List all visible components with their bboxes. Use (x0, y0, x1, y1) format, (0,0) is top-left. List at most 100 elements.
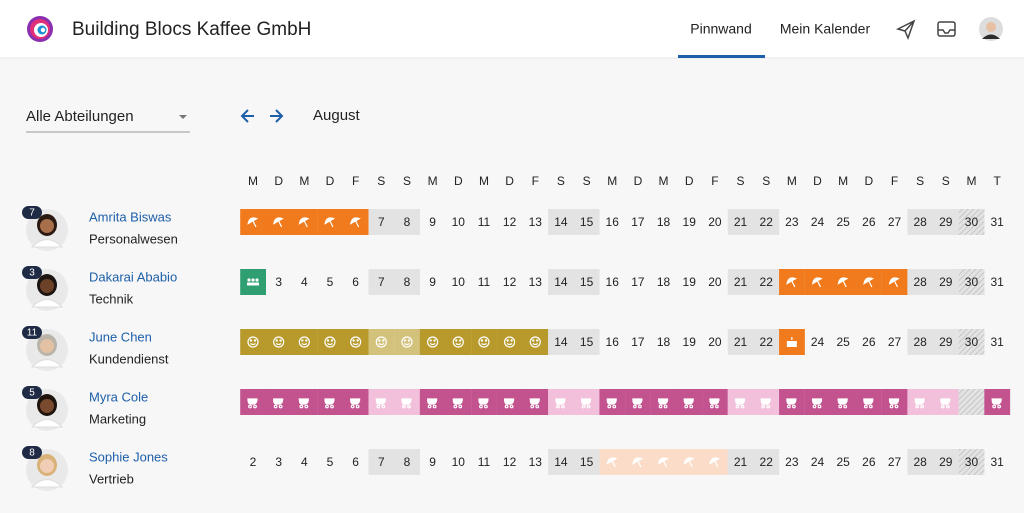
icon-part (401, 336, 413, 348)
top-bar (0, 0, 1024, 58)
weekday-label: D (454, 174, 463, 188)
weekday-label: F (532, 174, 539, 188)
icon-part (868, 280, 873, 288)
nav-tab[interactable]: Mein Kalender (780, 21, 871, 37)
icon-part (458, 404, 463, 409)
icon-part (303, 220, 308, 228)
day-number: 16 (606, 215, 620, 229)
icon-part (404, 343, 410, 346)
absence-icon (888, 277, 900, 288)
avatar-face (40, 399, 54, 413)
icon-part (298, 336, 310, 348)
day-number: 18 (657, 335, 671, 349)
employee-department: Vertrieb (89, 471, 134, 486)
icon-part (689, 404, 694, 409)
day-number: 13 (529, 215, 543, 229)
day-number: 9 (429, 275, 436, 289)
icon-part (480, 339, 484, 342)
weekday-label: S (583, 174, 591, 188)
absence-icon (709, 457, 721, 468)
icon-part (255, 278, 259, 282)
icon-part (381, 404, 386, 409)
weekend-cell (907, 209, 934, 235)
day-number: 20 (708, 335, 722, 349)
day-number: 6 (352, 455, 359, 469)
icon-part (429, 343, 436, 346)
absence-cell (445, 329, 472, 355)
absence-cell (471, 329, 497, 355)
weekend-cell (573, 269, 600, 295)
absence-icon (478, 398, 489, 409)
day-number: 16 (606, 335, 620, 349)
icon-part (561, 404, 565, 409)
icon-part (606, 457, 618, 465)
department-filter[interactable]: Alle Abteilungen (26, 108, 134, 125)
icon-part (278, 404, 283, 409)
icon-part (279, 339, 282, 342)
holiday-cell (958, 449, 985, 475)
day-number: 28 (913, 215, 927, 229)
weekend-cell (933, 269, 959, 295)
day-number: 30 (965, 455, 979, 469)
weekend-cell (933, 209, 959, 235)
icon-part (535, 404, 540, 409)
icon-part (324, 336, 336, 348)
icon-part (837, 277, 849, 285)
absence-icon (786, 398, 797, 409)
nav-tab[interactable]: Pinnwand (690, 21, 752, 37)
send-icon[interactable] (895, 19, 916, 41)
icon-part (402, 404, 406, 409)
absence-icon (375, 336, 387, 348)
icon-part (506, 339, 509, 342)
employee-department: Technik (89, 291, 134, 306)
weekend-cell (368, 269, 395, 295)
prev-month[interactable] (240, 109, 254, 123)
icon-part (453, 404, 458, 409)
weekend-cell (548, 329, 574, 355)
absence-cell (240, 269, 266, 295)
icon-part (251, 282, 255, 286)
badge-count: 5 (29, 388, 35, 399)
absence-icon (247, 336, 259, 348)
icon-part (248, 404, 252, 409)
day-number: 13 (529, 455, 543, 469)
icon-part (459, 339, 462, 342)
icon-part (684, 404, 689, 409)
absence-icon (555, 398, 566, 409)
day-number: 20 (708, 215, 722, 229)
employee-department: Marketing (89, 411, 146, 426)
weekend-cell (573, 209, 600, 235)
day-number: 27 (888, 455, 902, 469)
icon-part (816, 280, 822, 288)
weekday-label: M (787, 174, 797, 188)
icon-part (252, 220, 257, 228)
weekend-cell (573, 329, 600, 355)
icon-part (299, 404, 304, 409)
icon-part (657, 457, 669, 465)
icon-part (532, 343, 539, 346)
day-number: 24 (811, 455, 825, 469)
absence-icon (298, 336, 310, 348)
inbox-icon[interactable] (937, 21, 956, 37)
icon-part (329, 220, 334, 228)
day-number: 15 (580, 215, 594, 229)
day-number: 31 (990, 335, 1004, 349)
icon-part (350, 404, 355, 409)
day-number: 16 (606, 275, 620, 289)
dropdown-arrow[interactable] (179, 115, 187, 119)
holiday-cell (958, 329, 985, 355)
icon-part (786, 341, 797, 347)
icon-part (247, 336, 259, 348)
next-month[interactable] (270, 109, 284, 123)
weekend-cell (933, 449, 959, 475)
holiday-cell (958, 389, 985, 415)
icon-part (253, 339, 257, 342)
badge (22, 206, 42, 219)
user-avatar[interactable] (979, 17, 1003, 41)
weekend-cell (753, 269, 780, 295)
day-number: 15 (580, 455, 594, 469)
icon-part (811, 398, 823, 405)
icon-part (433, 339, 436, 342)
weekday-label: M (966, 174, 976, 188)
absence-icon (375, 398, 386, 409)
